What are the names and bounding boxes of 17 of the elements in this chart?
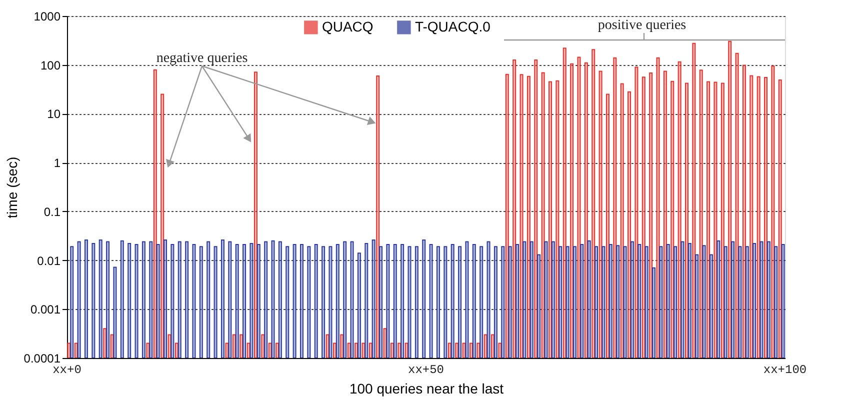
annotation: negative queries xyxy=(156,51,248,66)
annotation: positive queries xyxy=(598,18,686,33)
legend-label: T-QUACQ.0 xyxy=(414,18,491,34)
text: xx+50 xyxy=(408,363,444,377)
y-tick-label: 1 xyxy=(54,156,61,170)
y-tick-label: 0.1 xyxy=(44,204,61,219)
text: xx+100 xyxy=(763,363,807,377)
legend-label: QUACQ xyxy=(322,18,374,34)
y-tick-label: 0.01 xyxy=(37,254,61,268)
y-axis-title: time (sec) xyxy=(4,156,20,218)
y-tick-label: 10 xyxy=(47,107,61,122)
text: xx+0 xyxy=(52,363,82,377)
y-tick-label: 0.0001 xyxy=(24,352,61,366)
y-tick-label: 0.001 xyxy=(30,302,61,317)
y-tick-label: 100 xyxy=(40,58,61,72)
x-axis-title: 100 queries near the last xyxy=(349,380,504,396)
y-tick-label: 1000 xyxy=(34,10,61,24)
